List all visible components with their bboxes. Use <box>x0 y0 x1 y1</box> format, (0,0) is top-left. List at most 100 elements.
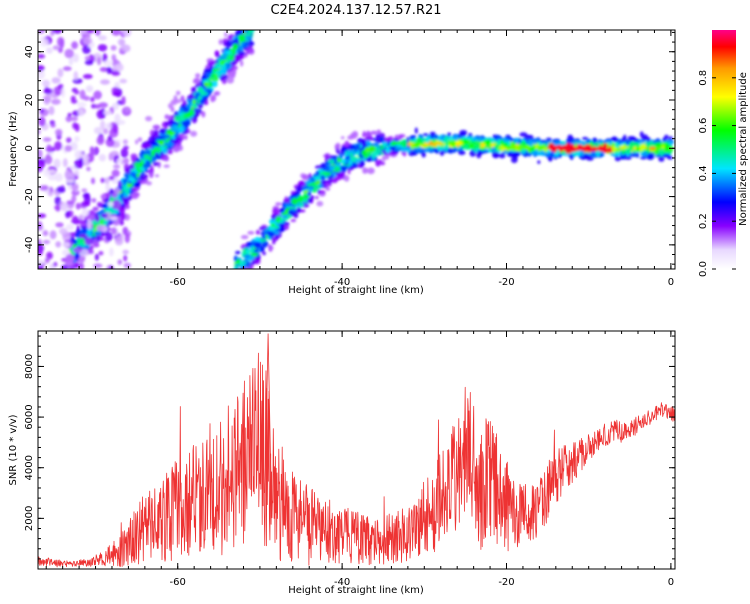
spectrogram-ridge-cell <box>190 108 195 115</box>
spectrogram-noise-cell <box>64 145 73 152</box>
spectrogram-ridge-cell <box>507 139 511 146</box>
spectrogram-ridge-cell <box>428 140 434 146</box>
spectrogram-ridge-cell <box>316 200 324 207</box>
y-tick-label: -20 <box>24 188 35 204</box>
spectrogram-ridge-cell <box>414 147 419 153</box>
spectrogram-ridge-cell <box>654 142 663 148</box>
spectrogram-noise-cell <box>59 227 68 235</box>
spectrogram-noise-cell <box>46 251 53 260</box>
spectrogram-ridge-cell <box>242 18 248 23</box>
spectrogram-ridge-cell <box>367 167 375 175</box>
spectrogram-ridge-cell <box>239 60 244 67</box>
spectrogram-noise-cell <box>123 145 129 150</box>
spectrogram-noise-cell <box>93 263 103 269</box>
spectrogram-ridge-cell <box>247 230 255 235</box>
spectrogram-ridge-cell <box>272 208 280 215</box>
spectrogram-noise-cell <box>82 74 93 79</box>
spectrogram-ridge-cell <box>152 124 161 130</box>
spectrogram-noise-cell <box>100 213 108 219</box>
spectrogram-ridge-cell <box>234 271 239 274</box>
spectrogram-ridge-cell <box>373 142 380 147</box>
spectrogram-ridge-cell <box>199 99 207 103</box>
spectrogram-ridge-cell <box>396 144 403 148</box>
spectrogram-noise-cell <box>122 30 132 37</box>
spectrogram-ridge-cell <box>170 106 175 113</box>
spectrogram-ridge-cell <box>290 218 297 223</box>
spectrogram-noise-cell <box>91 198 97 203</box>
spectrogram-ridge-cell <box>274 233 279 240</box>
spectrogram-noise-cell <box>38 116 46 127</box>
spectrogram-noise-cell <box>105 231 113 242</box>
spectrogram-ridge-cell <box>100 203 109 209</box>
spectrogram-ridge-cell <box>228 55 236 61</box>
colorbar-tick-label: 0.6 <box>698 118 709 134</box>
spectrogram-ridge-cell <box>667 156 673 160</box>
snr-peak-spike <box>264 333 272 506</box>
spectrogram-ridge-cell <box>297 184 303 191</box>
snr-y-axis-label: SNR (10 * v/v) <box>8 414 19 485</box>
spectrogram-ridge-cell <box>375 160 381 166</box>
spectrogram-ridge-cell <box>606 147 613 153</box>
spectrogram-ridge-cell <box>164 145 168 149</box>
spectrogram-noise-cell <box>66 137 72 143</box>
spectrogram-ridge-cell <box>159 131 166 135</box>
spectrogram-ridge-cell <box>629 141 637 148</box>
spectrogram-ridge-cell <box>359 159 365 167</box>
spectrogram-ridge-cell <box>196 82 201 87</box>
spectrogram-noise-cell <box>54 128 63 136</box>
spectrogram-noise-cell <box>86 166 91 172</box>
spectrogram-ridge-cell <box>173 99 182 104</box>
spectrogram-noise-cell <box>100 177 105 183</box>
spectrogram-ridge-cell <box>621 148 626 155</box>
spectrogram-ridge-cell <box>641 134 649 142</box>
spectrogram-ridge-cell <box>245 24 251 28</box>
spectrogram-noise-cell <box>38 213 47 219</box>
spectrogram-ridge-cell <box>106 221 114 225</box>
spectrogram-ridge-cell <box>571 146 577 152</box>
spectrogram-noise-cell <box>78 108 85 117</box>
spectrogram-noise-cell <box>48 105 55 116</box>
spectrogram-ridge-cell <box>293 212 299 219</box>
spectrogram-noise-cell <box>62 242 71 248</box>
spectrogram-noise-cell <box>72 247 83 253</box>
spectrogram-ridge-cell <box>514 151 521 157</box>
spectrogram-noise-cell <box>42 230 49 237</box>
spectrogram-ridge-cell <box>217 64 222 68</box>
spectrogram-ridge-cell <box>165 122 172 126</box>
spectrogram-ridge-cell <box>361 149 367 156</box>
spectrogram-ridge-cell <box>98 210 104 215</box>
spectrogram-ridge-cell <box>373 152 380 156</box>
spectrogram-ridge-cell <box>410 143 415 150</box>
spectrogram-ridge-cell <box>537 145 543 152</box>
spectrogram-ridge-cell <box>239 272 243 278</box>
spectrogram-noise-cell <box>96 136 105 146</box>
spectrogram-ridge-cell <box>521 140 526 146</box>
spectrogram-ridge-cell <box>126 183 132 188</box>
spectrogram-ridge-cell <box>439 136 445 140</box>
spectrogram-ridge-cell <box>164 156 169 162</box>
spectrogram-ridge-cell <box>461 139 470 144</box>
spectrogram-ridge-cell <box>180 117 185 122</box>
spectrogram-noise-cell <box>56 186 66 194</box>
spectrogram-ridge-cell <box>335 142 341 150</box>
spectrogram-ridge-cell <box>130 153 138 159</box>
spectrogram-ridge-cell <box>341 145 349 153</box>
spectrogram-noise-cell <box>111 70 121 76</box>
spectrogram-noise-cell <box>48 169 57 174</box>
spectrogram-ridge-cell <box>642 151 648 156</box>
spectrogram-noise-cell <box>113 187 121 195</box>
spectrogram-noise-cell <box>96 224 106 232</box>
spectrogram-ridge-cell <box>515 138 519 144</box>
spectrogram-ridge-cell <box>80 242 86 248</box>
spectrogram-ridge-cell <box>215 51 220 58</box>
spectrogram-noise-cell <box>81 208 89 217</box>
spectrogram-ridge-cell <box>179 126 184 134</box>
spectrogram-ridge-cell <box>621 137 627 143</box>
spectrogram-ridge-cell <box>205 65 211 69</box>
spectrogram-ridge-cell <box>247 30 252 33</box>
spectrogram-ridge-cell <box>192 99 196 104</box>
spectrogram-ridge-cell <box>127 180 132 185</box>
spectrogram-ridge-cell <box>537 160 541 165</box>
spectrogram-noise-cell <box>71 116 78 122</box>
spectrogram-ridge-cell <box>344 175 350 182</box>
